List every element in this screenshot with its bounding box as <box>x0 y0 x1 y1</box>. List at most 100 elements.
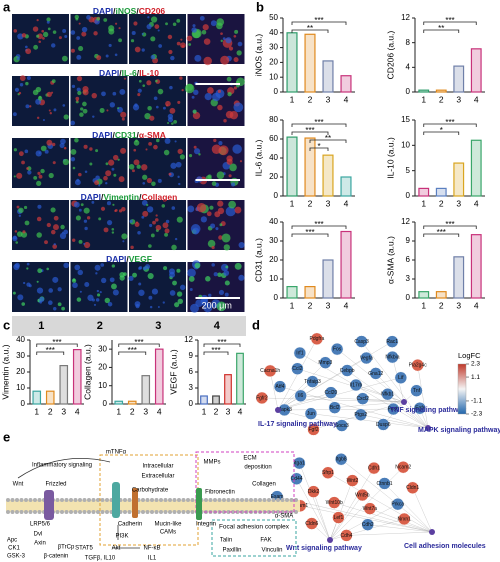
network-edge <box>334 502 433 533</box>
image-speck <box>220 32 223 36</box>
membrane <box>6 500 300 512</box>
node-label: Bcl2 <box>330 405 340 411</box>
image-speck <box>94 264 101 271</box>
column-label: 2 <box>97 320 103 332</box>
image-speck <box>71 278 77 283</box>
image-speck <box>226 76 232 82</box>
bar <box>72 349 82 405</box>
image-speck <box>204 92 212 101</box>
image-speck <box>13 263 20 271</box>
lipid-head <box>37 498 42 502</box>
image-speck <box>44 149 49 154</box>
image-speck <box>26 167 29 170</box>
lipid-head <box>69 510 73 514</box>
significance-bracket <box>203 351 229 355</box>
image-speck <box>100 263 105 267</box>
image-speck <box>156 138 160 143</box>
lipid-head <box>190 498 195 502</box>
image-speck <box>138 282 142 286</box>
micrograph <box>129 76 186 126</box>
node-label: Irf1 <box>296 350 303 356</box>
lipid-head <box>28 510 33 514</box>
image-speck <box>57 287 62 292</box>
bar <box>435 291 447 299</box>
network-edge <box>327 472 433 533</box>
image-speck <box>121 233 128 240</box>
image-speck <box>138 289 145 296</box>
node-label: Casp3 <box>354 339 369 345</box>
image-speck <box>128 164 135 170</box>
significance-label: *** <box>314 118 323 127</box>
x-tick-label: 1 <box>290 94 295 104</box>
image-speck <box>218 289 225 296</box>
image-speck <box>178 182 181 186</box>
bar <box>435 89 447 93</box>
row-label-part: DAPI <box>99 68 119 78</box>
network-node <box>327 496 341 509</box>
image-speck <box>118 38 122 43</box>
significance-bracket <box>291 233 329 237</box>
image-speck <box>24 220 30 226</box>
image-speck <box>146 177 153 184</box>
network-edge <box>277 362 326 411</box>
y-tick-label: 40 <box>269 153 278 162</box>
image-speck <box>161 204 166 208</box>
schematic-label: β-catenin <box>44 554 69 560</box>
pathway-hub <box>425 425 431 431</box>
lipid-head <box>226 510 231 514</box>
image-speck <box>46 267 49 271</box>
row-label-part: / <box>112 130 115 140</box>
lipid-head <box>33 498 37 502</box>
image-speck <box>168 172 172 176</box>
network-node <box>332 511 345 524</box>
image-speck <box>220 39 223 43</box>
lipid-head <box>105 498 109 502</box>
schematic-label: NF-κB <box>144 546 161 552</box>
row-label-part: VEGF <box>129 254 152 264</box>
node-label: Cldn1 <box>406 485 419 491</box>
significance-label: *** <box>314 16 323 25</box>
panel-letter: d <box>252 317 260 332</box>
image-speck <box>81 26 88 33</box>
node-label: Ncam2 <box>395 465 411 471</box>
node-label: Ccl2 <box>292 366 302 372</box>
bar <box>224 374 232 405</box>
image-speck <box>171 122 174 125</box>
lipid-head <box>280 510 285 514</box>
bar <box>453 162 465 197</box>
image-speck <box>50 207 56 213</box>
network-edge <box>300 395 405 403</box>
image-speck <box>233 102 244 113</box>
lipid-head <box>150 510 154 514</box>
y-tick-label: 30 <box>98 344 107 353</box>
image-speck <box>210 20 217 27</box>
scale-bar-label: 200 μm <box>202 300 232 310</box>
image-speck <box>132 272 137 278</box>
bar <box>154 348 164 405</box>
image-speck <box>53 307 57 311</box>
image-speck <box>175 161 182 168</box>
image-speck <box>75 96 80 101</box>
bar <box>453 256 465 299</box>
image-speck <box>198 153 201 156</box>
image-speck <box>213 272 218 277</box>
image-speck <box>142 84 146 87</box>
node-label: Tnf <box>413 388 421 394</box>
image-speck <box>76 297 82 302</box>
bar <box>340 230 352 299</box>
lipid-head <box>276 498 280 502</box>
y-tick-label: 40 <box>269 28 278 37</box>
x-tick-label: 2 <box>439 94 444 104</box>
row-label: DAPI/Vimentin/Collagen <box>81 192 178 202</box>
lipid-head <box>235 498 240 502</box>
network-edge <box>384 483 433 533</box>
x-tick-label: 4 <box>474 300 479 310</box>
lipid-head <box>177 510 181 514</box>
lipid-head <box>163 498 168 502</box>
image-speck <box>82 101 87 107</box>
image-speck <box>79 112 84 117</box>
node-label: Sfrp1 <box>322 470 334 476</box>
pathway-label: MAPK signaling pathway <box>418 427 500 434</box>
image-speck <box>50 91 54 94</box>
image-speck <box>142 181 146 185</box>
